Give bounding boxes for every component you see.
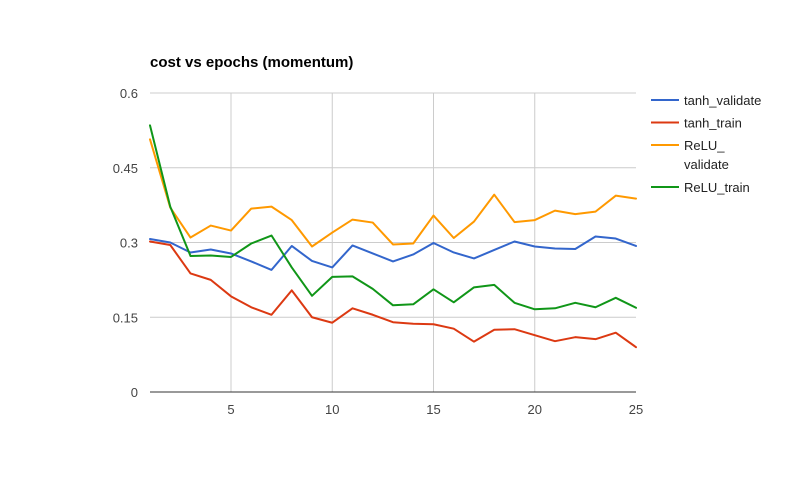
legend-label: tanh_train bbox=[684, 116, 742, 131]
series-line-2 bbox=[149, 138, 637, 248]
legend-label: ReLU_ validate bbox=[684, 138, 729, 172]
y-tick-label: 0.6 bbox=[120, 86, 138, 101]
chart-title: cost vs epochs (momentum) bbox=[150, 54, 353, 71]
y-tick-label: 0.3 bbox=[120, 236, 138, 251]
y-tick-label: 0.15 bbox=[113, 310, 138, 325]
legend-label-line: validate bbox=[684, 157, 729, 172]
series-line-0 bbox=[149, 235, 637, 271]
legend-label-line: ReLU_ bbox=[684, 138, 725, 153]
axes: 0 0.15 0.3 0.45 0.6 5 10 15 20 25 bbox=[113, 86, 644, 417]
series-line-3 bbox=[149, 124, 637, 311]
legend-label-line: ReLU_train bbox=[684, 180, 750, 195]
legend-entry: tanh_train bbox=[651, 116, 742, 131]
x-tick-label: 25 bbox=[629, 402, 643, 417]
grid bbox=[150, 92, 636, 392]
legend-entry: ReLU_ validate bbox=[651, 138, 729, 172]
x-tick-label: 5 bbox=[227, 402, 234, 417]
x-tick-label: 10 bbox=[325, 402, 339, 417]
legend-entry: ReLU_train bbox=[651, 180, 750, 195]
y-tick-label: 0 bbox=[131, 385, 138, 400]
x-tick-label: 15 bbox=[426, 402, 440, 417]
legend-label-line: tanh_validate bbox=[684, 93, 761, 108]
x-tick-label: 20 bbox=[528, 402, 542, 417]
legend-entry: tanh_validate bbox=[651, 93, 761, 108]
series-lines bbox=[149, 124, 637, 349]
legend-label-line: tanh_train bbox=[684, 116, 742, 131]
legend-label: tanh_validate bbox=[684, 93, 761, 108]
y-tick-label: 0.45 bbox=[113, 161, 138, 176]
legend-label: ReLU_train bbox=[684, 180, 750, 195]
